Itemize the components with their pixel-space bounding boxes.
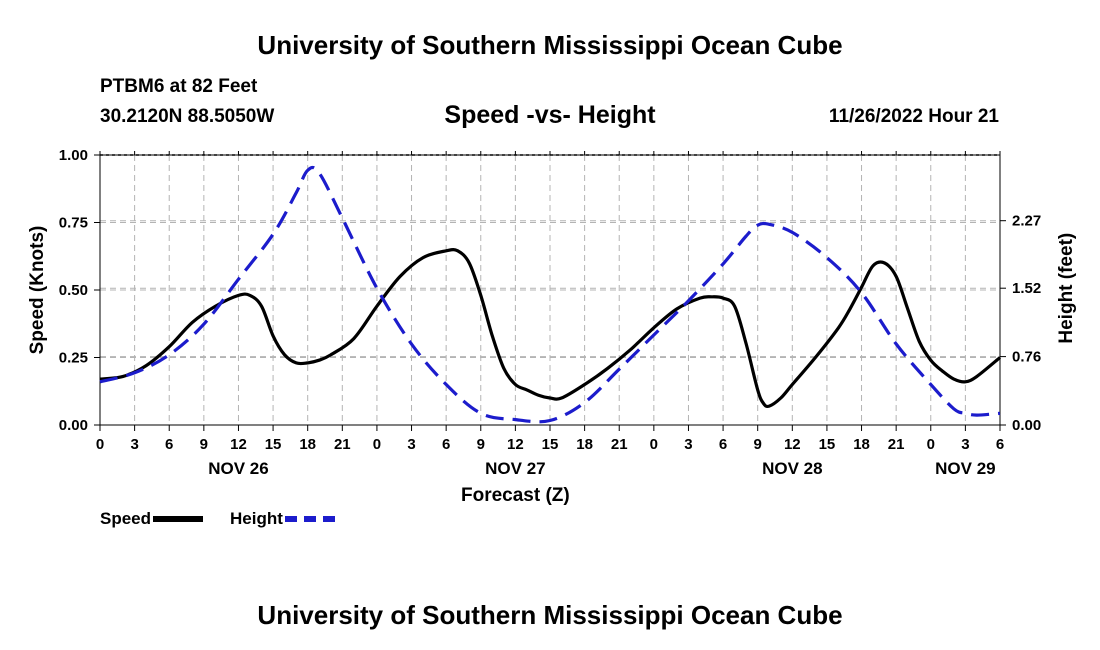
x-tick-label: 6 — [996, 436, 1004, 453]
x-tick-label: 18 — [853, 436, 870, 453]
legend-speed-swatch — [153, 516, 204, 522]
x-tick-label: 3 — [684, 436, 692, 453]
coordinates-label: 30.2120N 88.5050W — [100, 106, 275, 127]
x-tick-label: 12 — [507, 436, 524, 453]
x-tick-label: 15 — [542, 436, 559, 453]
page-title: University of Southern Mississippi Ocean… — [257, 30, 843, 60]
x-tick-label: 18 — [576, 436, 593, 453]
y-tick-label: 0.25 — [59, 350, 88, 367]
chart-title: Speed -vs- Height — [444, 101, 656, 129]
x-tick-label: 21 — [888, 436, 905, 453]
x-tick-label: 12 — [784, 436, 801, 453]
x-tick-label: 0 — [373, 436, 381, 453]
x-tick-label: 3 — [961, 436, 969, 453]
y2-tick-label: 0.76 — [1012, 349, 1041, 366]
x-tick-label: 9 — [200, 436, 208, 453]
y-tick-label: 0.00 — [59, 417, 88, 434]
y-tick-label: 0.75 — [59, 215, 88, 232]
x-tick-label: 6 — [719, 436, 727, 453]
x-tick-label: 3 — [407, 436, 415, 453]
x-day-label: NOV 28 — [762, 459, 822, 478]
x-tick-label: 6 — [442, 436, 450, 453]
x-tick-label: 15 — [265, 436, 282, 453]
footer-title: University of Southern Mississippi Ocean… — [257, 600, 843, 630]
legend-speed-label: Speed — [100, 509, 152, 528]
timestamp-label: 11/26/2022 Hour 21 — [828, 106, 999, 127]
x-tick-label: 21 — [611, 436, 628, 453]
legend-height: Height — [230, 509, 335, 529]
x-tick-label: 0 — [927, 436, 935, 453]
x-tick-label: 15 — [819, 436, 836, 453]
legend-height-swatch — [284, 516, 335, 522]
y2-tick-label: 1.52 — [1012, 280, 1041, 297]
station-label: PTBM6 at 82 Feet — [100, 76, 258, 97]
series-line-speed — [99, 248, 1002, 409]
legend-height-label: Height — [230, 509, 283, 528]
x-tick-label: 18 — [299, 436, 316, 453]
x-axis-label: Forecast (Z) — [461, 485, 570, 506]
y2-tick-label: 0.00 — [1012, 417, 1041, 434]
series-line-height — [99, 165, 1001, 424]
x-tick-label: 9 — [754, 436, 762, 453]
x-tick-label: 9 — [477, 436, 485, 453]
legend-speed: Speed — [100, 509, 204, 529]
x-day-label: NOV 26 — [208, 459, 268, 478]
y-tick-label: 1.00 — [59, 147, 88, 164]
x-tick-label: 6 — [165, 436, 173, 453]
x-tick-label: 12 — [230, 436, 247, 453]
x-day-label: NOV 27 — [485, 459, 545, 478]
y2-tick-label: 2.27 — [1012, 213, 1041, 230]
x-day-label: NOV 29 — [935, 459, 995, 478]
x-tick-label: 21 — [334, 436, 351, 453]
y-axis-label: Speed (Knots) — [27, 226, 48, 355]
x-tick-label: 0 — [96, 436, 104, 453]
x-tick-label: 3 — [130, 436, 138, 453]
y-tick-label: 0.50 — [59, 282, 88, 299]
x-tick-label: 0 — [650, 436, 658, 453]
y2-axis-label: Height (feet) — [1056, 233, 1077, 344]
